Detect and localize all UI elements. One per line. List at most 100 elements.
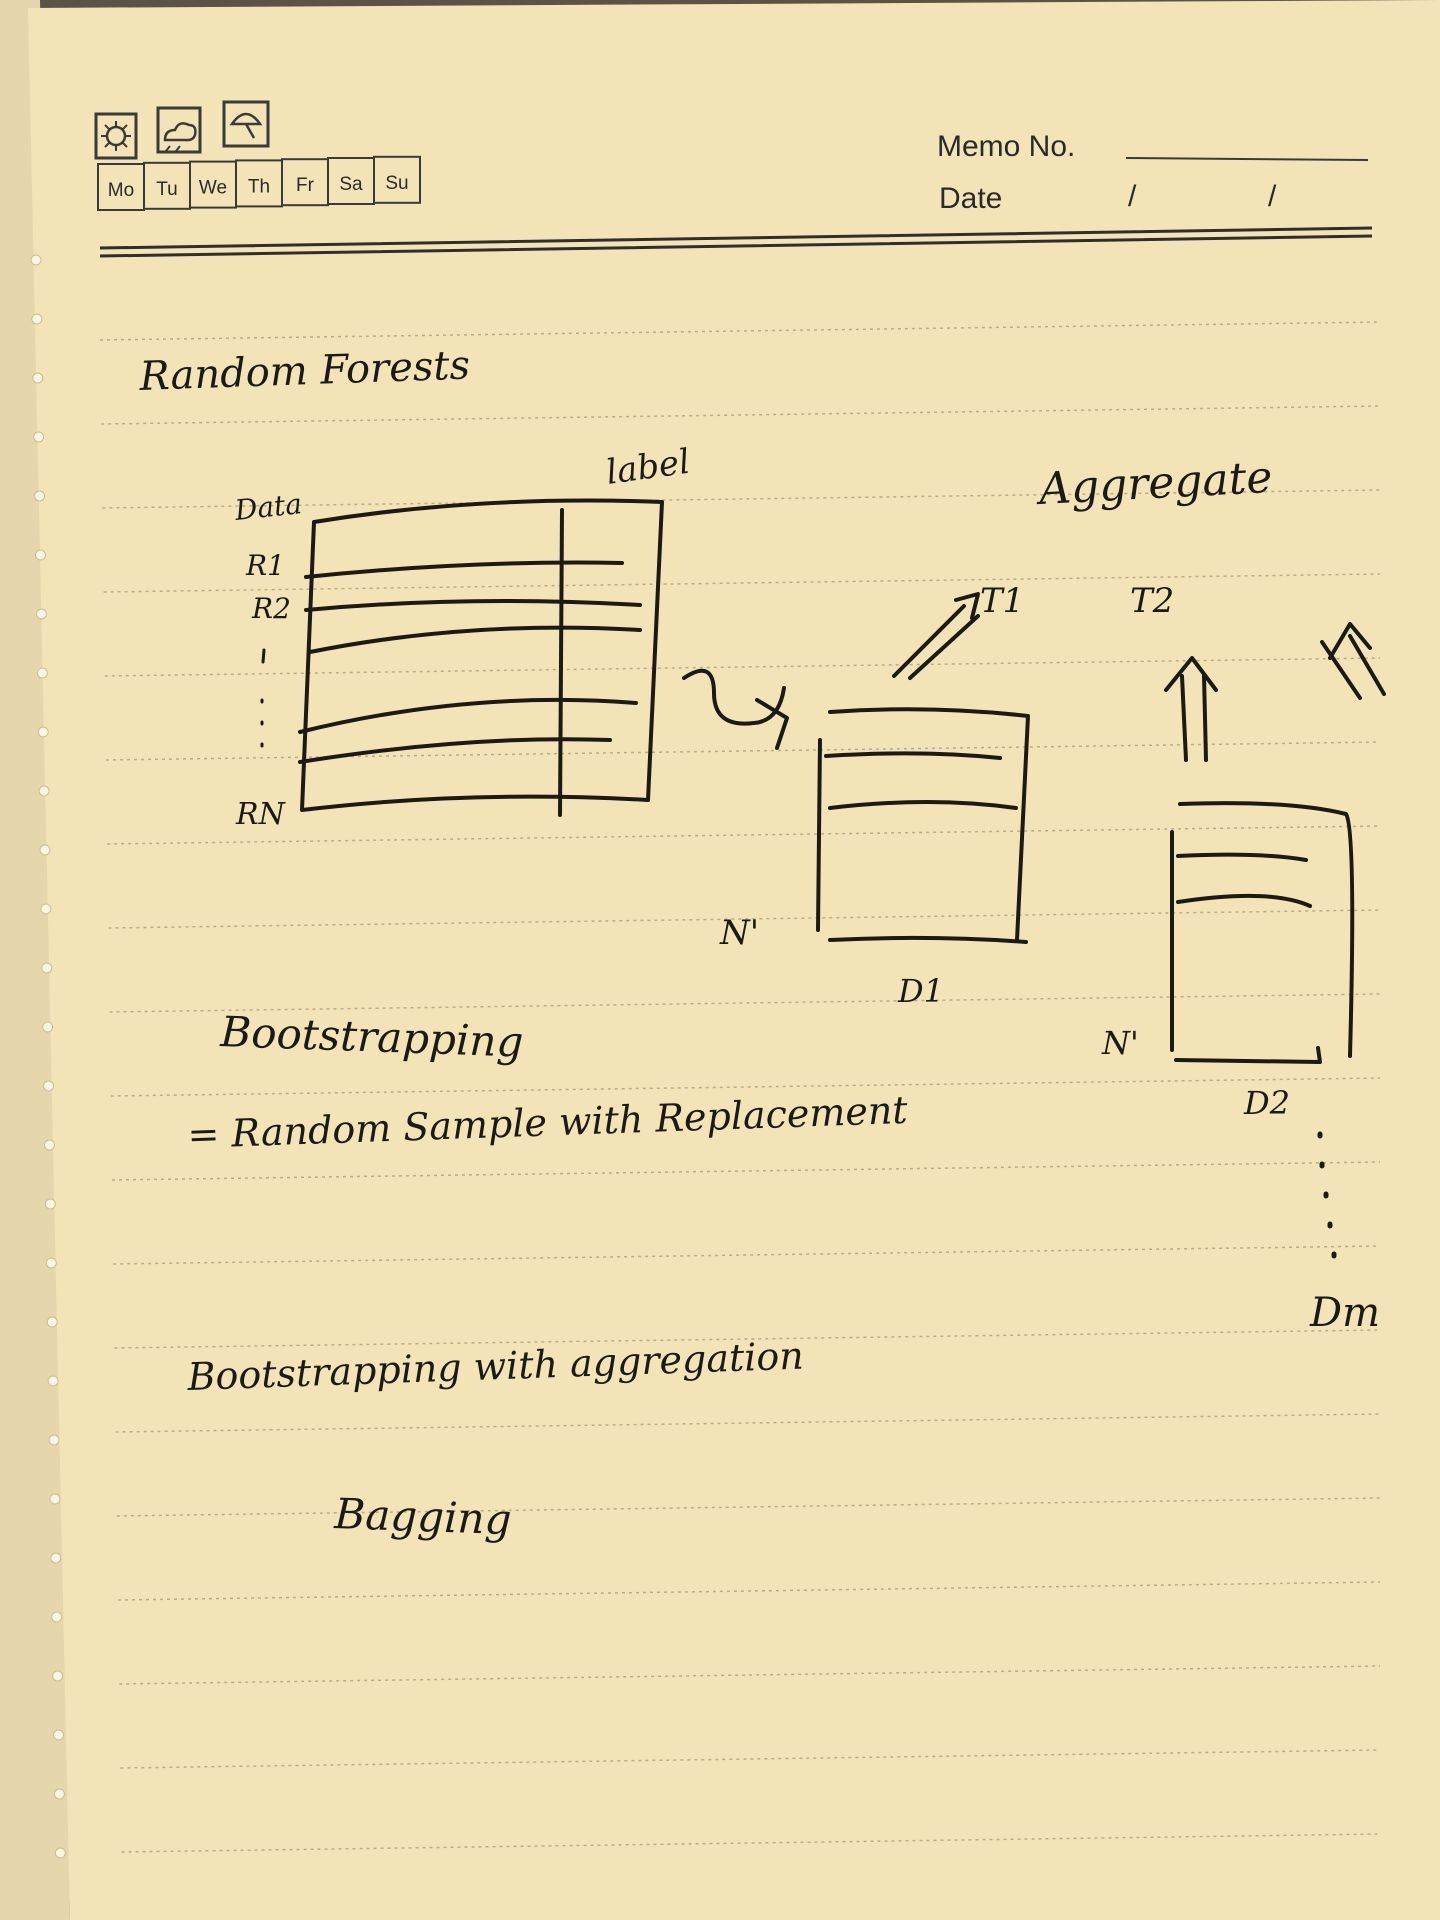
weekday-th: Th bbox=[248, 176, 270, 197]
ruled-line bbox=[111, 1161, 1381, 1181]
binding-hole bbox=[44, 1198, 56, 1210]
weekday-fr: Fr bbox=[296, 175, 315, 196]
weekday-selector: Mo Tu We Th Fr Sa Su bbox=[97, 155, 421, 211]
aggregate-label: Aggregate bbox=[1034, 452, 1274, 515]
ruled-line bbox=[109, 993, 1381, 1013]
umbrella-icon bbox=[222, 100, 270, 148]
subset-d1-row-1 bbox=[824, 751, 1002, 760]
binding-holes bbox=[30, 254, 66, 1859]
subset-d1-arrow bbox=[892, 592, 980, 680]
ruled-line bbox=[110, 1077, 1381, 1097]
date-label: Date bbox=[939, 182, 1002, 215]
binding-hole bbox=[41, 962, 53, 974]
subset-d1-box bbox=[816, 707, 1030, 944]
ruled-line bbox=[101, 405, 1381, 425]
subset-d1-label: D1 bbox=[897, 972, 944, 1010]
binding-hole bbox=[32, 372, 44, 384]
row-line-5 bbox=[298, 737, 612, 764]
data-table-sketch: Data label R1 R2 RN bbox=[232, 442, 692, 832]
binding-hole bbox=[39, 844, 51, 856]
ruled-line bbox=[102, 489, 1381, 509]
ruled-line bbox=[108, 909, 1381, 929]
ruled-lines bbox=[99, 321, 1381, 1853]
subset-d2-label: D2 bbox=[1243, 1084, 1290, 1122]
binding-hole bbox=[35, 549, 46, 561]
ruled-line bbox=[107, 825, 1381, 845]
binding-hole bbox=[44, 1139, 55, 1151]
ruled-line bbox=[104, 657, 1381, 677]
date-separator-1: / bbox=[1128, 180, 1137, 213]
binding-hole bbox=[53, 1729, 64, 1741]
binding-hole bbox=[30, 254, 42, 266]
binding-hole bbox=[46, 1316, 58, 1328]
subset-dm-arrow bbox=[1320, 622, 1386, 700]
subset-d1: N' D1 T1 bbox=[719, 581, 1030, 1010]
binding-hole bbox=[49, 1493, 61, 1505]
memo-line bbox=[1125, 157, 1369, 161]
subset-d2: N' D2 bbox=[1101, 801, 1355, 1122]
weekday-we: We bbox=[199, 178, 227, 199]
subset-d1-row-2 bbox=[828, 800, 1018, 810]
subset-d2-arrow bbox=[1164, 656, 1218, 762]
tree-t2-label: T2 bbox=[1130, 581, 1174, 621]
binding-hole bbox=[48, 1434, 60, 1446]
binding-hole bbox=[45, 1257, 57, 1269]
weekday-mo: Mo bbox=[108, 180, 134, 201]
row-line-3 bbox=[308, 625, 642, 654]
subset-dm-label: Dm bbox=[1309, 1290, 1380, 1336]
row-line-2 bbox=[304, 599, 642, 612]
binding-hole bbox=[54, 1847, 66, 1859]
binding-hole bbox=[36, 667, 48, 679]
row-label-rn: RN bbox=[235, 797, 287, 832]
binding-hole bbox=[52, 1670, 64, 1682]
binding-hole bbox=[51, 1611, 63, 1623]
binding-hole bbox=[37, 726, 49, 738]
subset-ellipsis bbox=[1317, 1131, 1337, 1259]
table-border bbox=[300, 498, 664, 812]
subset-d1-size: N' bbox=[719, 913, 759, 953]
subset-d2-size: N' bbox=[1101, 1024, 1139, 1062]
ruled-line bbox=[113, 1245, 1381, 1265]
binding-hole bbox=[42, 1021, 54, 1033]
ruled-line bbox=[119, 1665, 1381, 1685]
weather-icons bbox=[94, 100, 270, 160]
subset-d2-row-2 bbox=[1176, 893, 1312, 908]
subset-d2-row-1 bbox=[1176, 852, 1308, 862]
row-label-r1: R1 bbox=[245, 549, 285, 582]
ruled-line bbox=[115, 1413, 1381, 1433]
ruled-line bbox=[114, 1329, 1381, 1349]
row-label-r2: R2 bbox=[251, 592, 291, 625]
binding-hole bbox=[35, 608, 47, 620]
weekday-su: Su bbox=[385, 173, 408, 194]
row-line-1 bbox=[304, 560, 624, 579]
binding-hole bbox=[47, 1375, 59, 1387]
table-corner-label: Data bbox=[232, 487, 303, 527]
notebook-page bbox=[28, 0, 1440, 1920]
binding-hole bbox=[43, 1080, 55, 1092]
header-rule bbox=[99, 226, 1373, 258]
cloud-icon bbox=[156, 106, 202, 154]
ruled-line bbox=[117, 1581, 1381, 1601]
row-ellipsis bbox=[260, 648, 266, 748]
tree-t1-label: T1 bbox=[980, 581, 1024, 621]
weekday-tu: Tu bbox=[156, 179, 177, 200]
ruled-line bbox=[105, 741, 1381, 761]
bagging-note: Bagging bbox=[333, 1489, 513, 1544]
memo-label: Memo No. bbox=[937, 130, 1075, 163]
binding-hole bbox=[38, 785, 50, 797]
row-line-4 bbox=[298, 697, 638, 734]
sampling-arrow bbox=[682, 668, 789, 750]
weekday-box bbox=[373, 155, 421, 204]
ruled-line bbox=[99, 321, 1381, 341]
weekday-sa: Sa bbox=[339, 174, 363, 195]
ruled-line bbox=[116, 1497, 1381, 1517]
binding-hole bbox=[53, 1788, 65, 1800]
date-separator-2: / bbox=[1268, 180, 1277, 213]
sun-icon bbox=[94, 112, 138, 160]
binding-hole bbox=[33, 431, 45, 443]
binding-hole bbox=[50, 1552, 62, 1564]
binding-hole bbox=[31, 313, 43, 325]
ruled-line bbox=[103, 573, 1381, 593]
binding-hole bbox=[34, 490, 46, 502]
